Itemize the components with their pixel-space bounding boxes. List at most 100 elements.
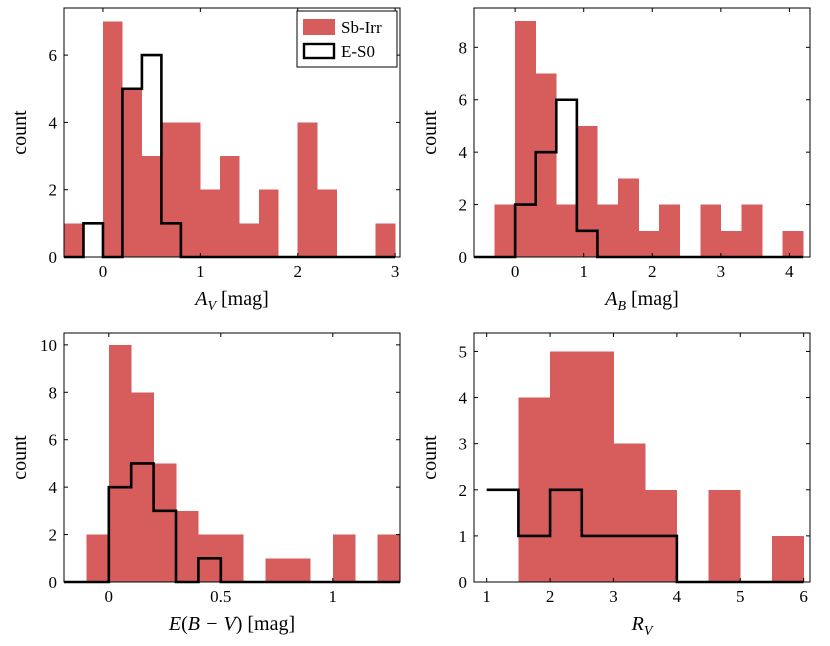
bar-sb-irr — [581, 351, 614, 582]
legend-swatch-outline — [302, 42, 336, 60]
bar-sb-irr — [377, 534, 401, 582]
axes-box — [63, 7, 401, 258]
x-tick-label: 0 — [511, 262, 520, 281]
bar-sb-irr — [638, 230, 660, 257]
bar-sb-irr — [265, 558, 289, 582]
x-tick-label: 5 — [736, 587, 745, 606]
bar-sb-irr — [161, 122, 182, 258]
x-axis-label: E(B − V) [mag] — [168, 613, 295, 635]
y-tick-label: 4 — [459, 143, 468, 162]
y-axis-label: count — [9, 110, 31, 155]
bar-sb-irr — [518, 397, 551, 582]
x-tick-label: 2 — [293, 262, 302, 281]
y-tick-label: 10 — [40, 336, 57, 355]
y-tick-label: 2 — [459, 481, 468, 500]
y-tick-label: 4 — [49, 478, 58, 497]
bar-sb-irr — [659, 204, 681, 257]
y-tick-label: 0 — [459, 248, 468, 267]
y-tick-label: 0 — [49, 248, 58, 267]
bar-sb-irr — [771, 535, 804, 582]
bar-sb-irr — [141, 156, 162, 257]
x-tick-label: 1 — [196, 262, 205, 281]
bar-sb-irr — [297, 122, 318, 258]
legend-label-sb-irr: Sb-Irr — [341, 18, 382, 37]
y-tick-label: 0 — [49, 573, 58, 592]
bar-sb-irr — [288, 558, 311, 582]
y-tick-label: 2 — [459, 196, 468, 215]
legend: Sb-Irr E-S0 — [296, 10, 398, 68]
axes-box — [63, 332, 401, 583]
x-tick-label: 0 — [105, 587, 114, 606]
x-tick-label: 1 — [482, 587, 491, 606]
bar-sb-irr — [708, 489, 741, 582]
bar-sb-irr — [782, 230, 804, 257]
axes-box — [473, 7, 811, 258]
x-axis-label: AV [mag] — [193, 288, 269, 314]
x-tick-label: 3 — [717, 262, 726, 281]
bar-sb-irr — [102, 21, 123, 258]
legend-swatch-filled — [303, 19, 335, 35]
x-tick-label: 2 — [648, 262, 657, 281]
y-tick-label: 4 — [459, 389, 468, 408]
bar-sb-irr — [597, 204, 619, 257]
x-tick-label: 2 — [546, 587, 555, 606]
bar-sb-irr — [332, 534, 356, 582]
bar-sb-irr — [153, 463, 177, 582]
bar-sb-irr — [613, 443, 646, 582]
y-axis-label: count — [419, 435, 441, 480]
bar-sb-irr — [556, 204, 578, 257]
bar-sb-irr — [219, 156, 240, 257]
bar-sb-irr — [576, 125, 598, 258]
bar-sb-irr — [258, 189, 279, 257]
y-axis-label: count — [419, 110, 441, 155]
bar-sb-irr — [180, 122, 201, 258]
x-axis-label: RV — [631, 613, 654, 639]
x-tick-label: 3 — [391, 262, 400, 281]
bar-sb-irr — [122, 88, 143, 257]
bar-sb-irr — [131, 392, 154, 582]
bar-sb-irr — [618, 178, 639, 257]
y-tick-label: 6 — [49, 46, 58, 65]
x-tick-label: 6 — [799, 587, 808, 606]
bar-sb-irr — [64, 223, 84, 257]
bar-sb-irr — [550, 351, 583, 582]
bar-sb-irr — [220, 534, 244, 582]
bar-sb-irr — [176, 510, 199, 582]
bar-sb-irr — [375, 223, 396, 257]
bar-sb-irr — [535, 73, 557, 258]
bar-sb-irr — [515, 21, 537, 258]
x-tick-label: 3 — [609, 587, 618, 606]
bar-sb-irr — [200, 189, 221, 257]
x-axis-label: AB [mag] — [603, 288, 679, 314]
x-tick-label: 1 — [329, 587, 338, 606]
x-tick-label: 4 — [673, 587, 682, 606]
bar-sb-irr — [317, 189, 337, 257]
x-tick-label: 0 — [99, 262, 108, 281]
y-tick-label: 6 — [49, 431, 58, 450]
legend-label-e-s0: E-S0 — [341, 42, 375, 61]
histogram-panel-2: 0 1 2 3 4 0 2 4 6 8 AB [mag] count — [419, 7, 811, 314]
bar-sb-irr — [720, 230, 742, 257]
y-tick-label: 2 — [49, 181, 58, 200]
bar-sb-irr — [86, 534, 110, 582]
y-tick-label: 5 — [459, 342, 468, 361]
x-tick-label: 1 — [579, 262, 588, 281]
y-tick-label: 0 — [459, 573, 468, 592]
y-tick-label: 6 — [459, 91, 468, 110]
bar-sb-irr — [741, 204, 763, 257]
x-tick-label: 0.5 — [210, 587, 231, 606]
y-tick-label: 3 — [459, 435, 468, 454]
y-axis-label: count — [9, 435, 31, 480]
bar-sb-irr — [108, 344, 132, 582]
y-tick-label: 8 — [459, 38, 468, 57]
bar-sb-irr — [494, 204, 516, 257]
bar-sb-irr — [239, 223, 260, 257]
histogram-panel-1: 0 1 2 3 0 2 4 6 AV [mag] count Sb-Irr E-S0 — [9, 7, 401, 314]
y-tick-label: 2 — [49, 526, 58, 545]
y-tick-label: 8 — [49, 383, 58, 402]
bar-sb-irr — [700, 204, 722, 257]
y-tick-label: 4 — [49, 113, 58, 132]
